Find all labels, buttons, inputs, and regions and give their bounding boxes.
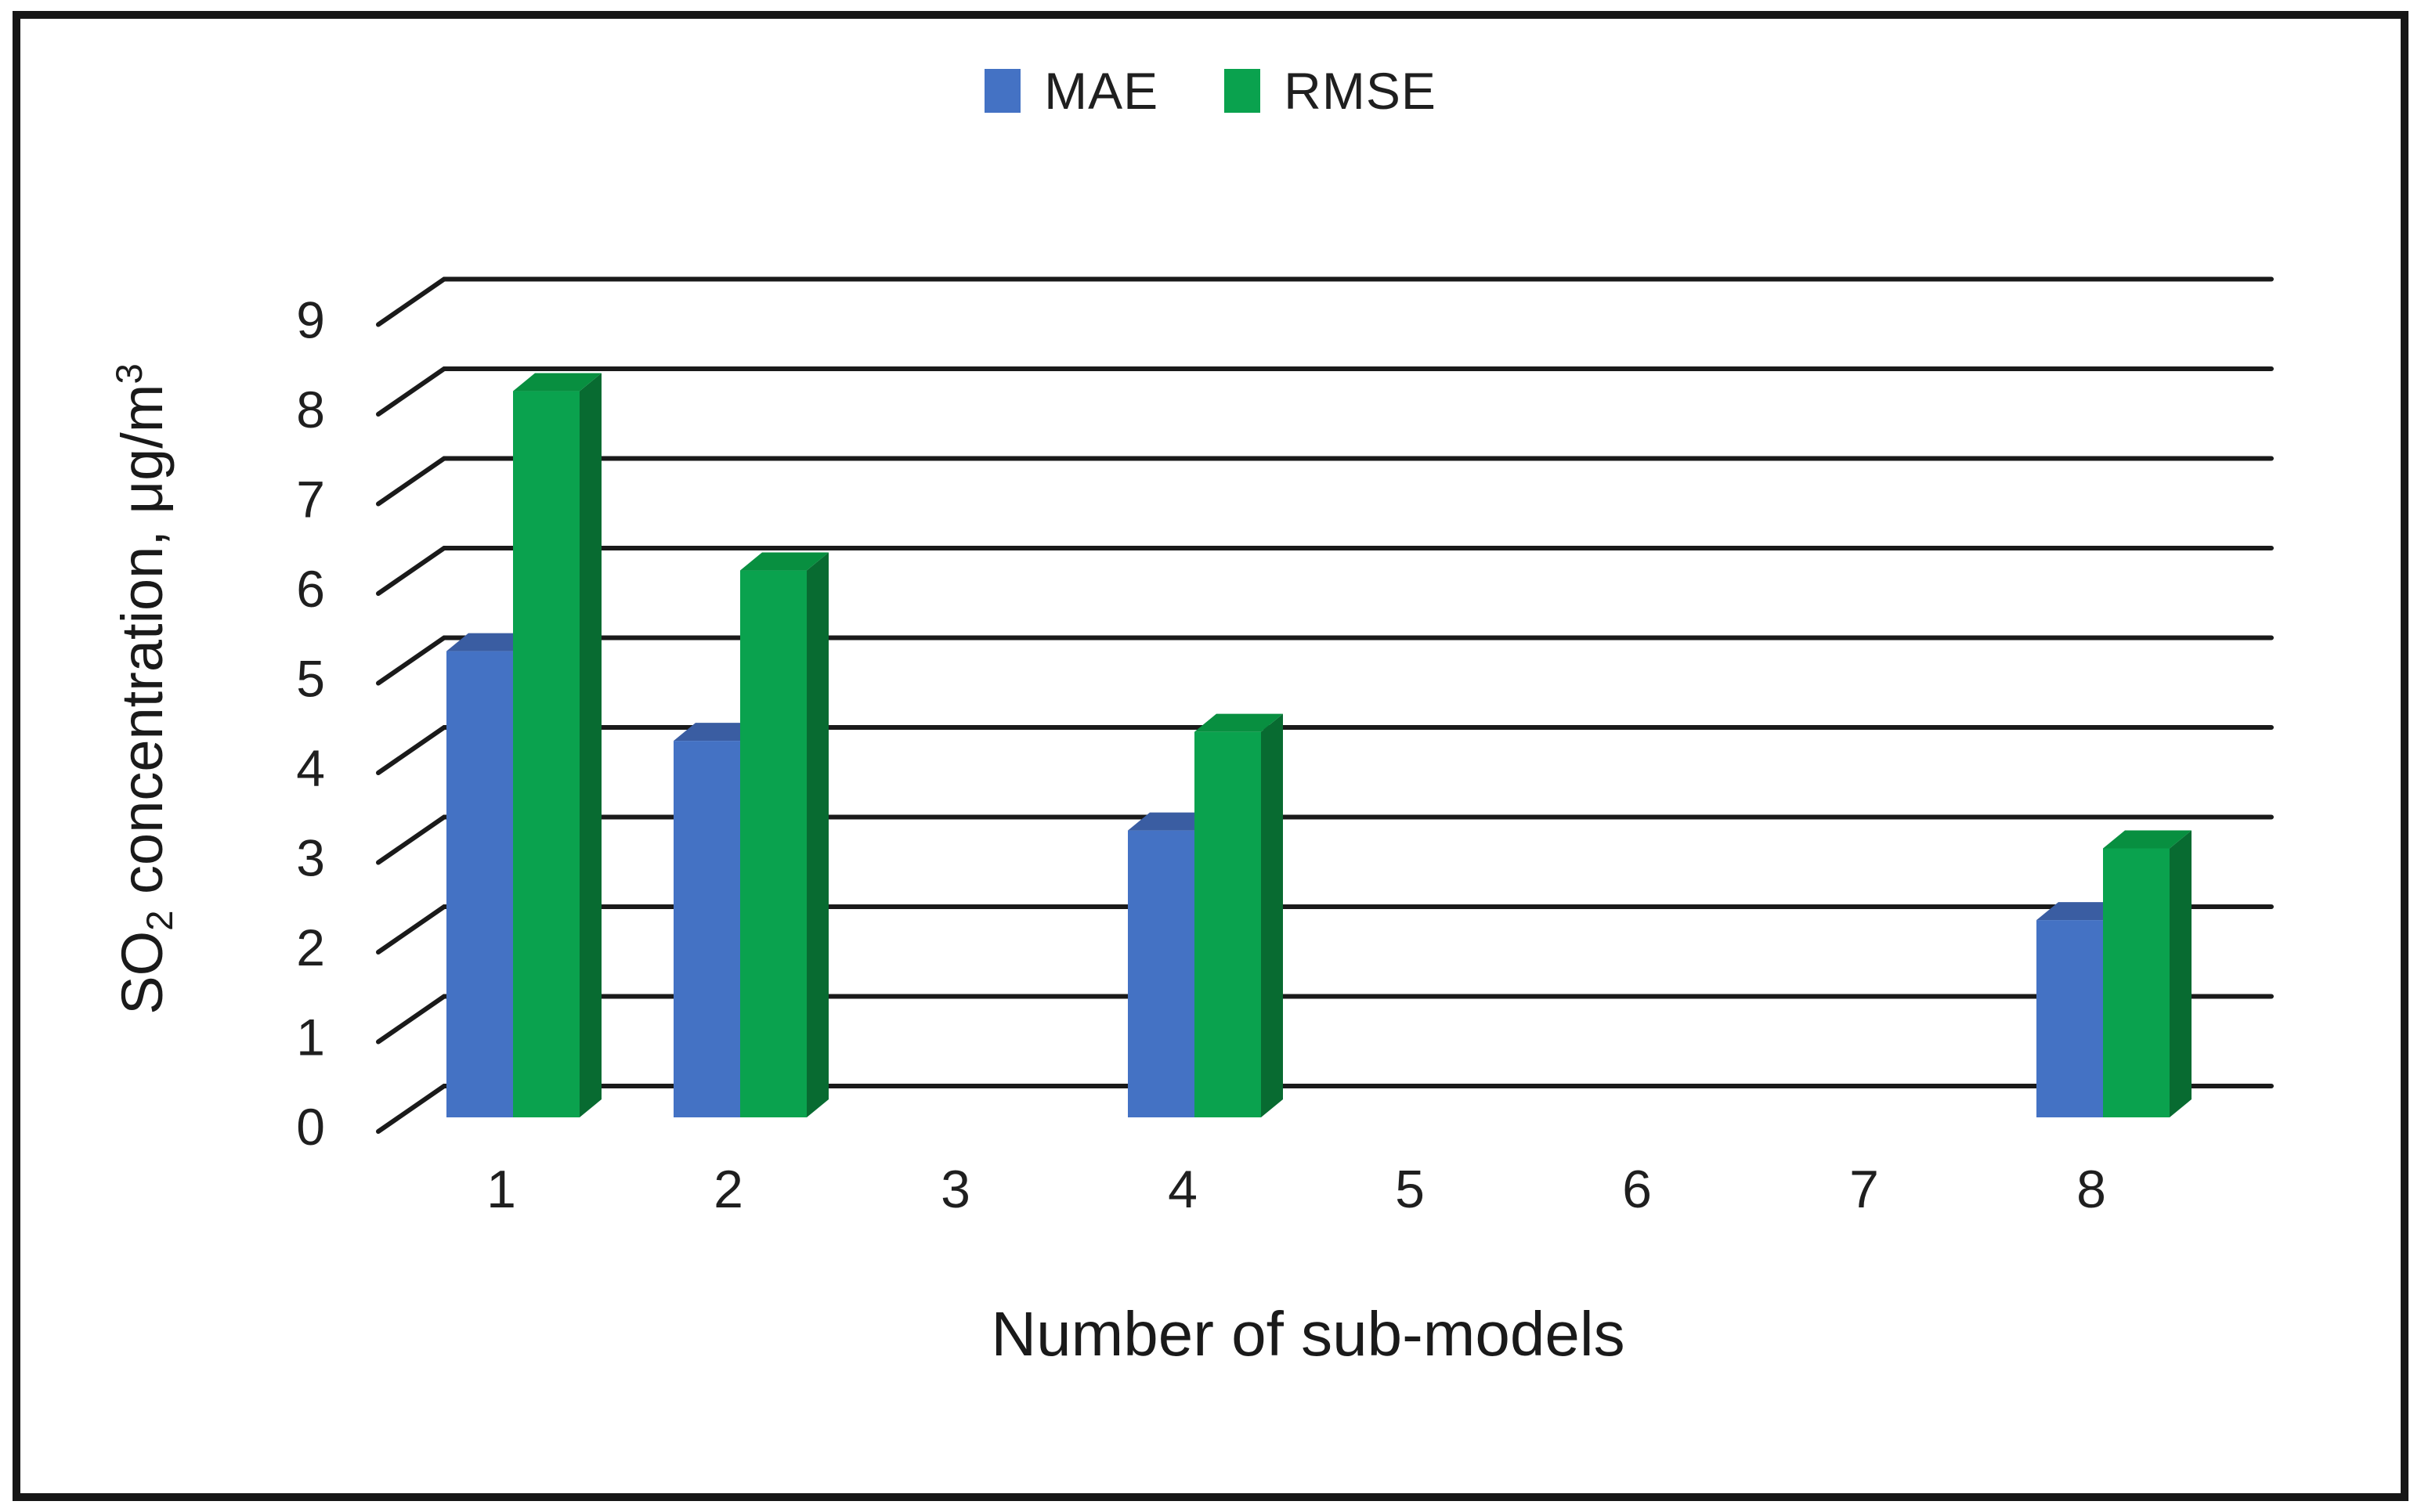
y-tick-label: 5 xyxy=(296,650,325,708)
y-tick-label: 8 xyxy=(296,381,325,438)
gridline xyxy=(376,456,2274,507)
x-tick-label: 3 xyxy=(941,1160,970,1219)
bar-mae xyxy=(446,651,513,1117)
x-tick-label: 5 xyxy=(1395,1160,1425,1219)
bar-top-mae xyxy=(1128,812,1216,831)
bar-top-mae xyxy=(446,633,535,651)
rmse-legend-swatch xyxy=(1224,69,1261,113)
bar-rmse xyxy=(1194,731,1261,1117)
mae-legend-swatch xyxy=(985,69,1021,113)
bar-top-rmse xyxy=(2103,830,2192,849)
x-tick-label: 7 xyxy=(1849,1160,1879,1219)
bar-mae xyxy=(2036,920,2103,1117)
y-tick-label: 3 xyxy=(296,829,325,887)
gridline xyxy=(376,546,2274,596)
y-title-subscript: 2 xyxy=(139,910,182,931)
y-tick-label: 7 xyxy=(296,471,325,529)
x-tick-label: 8 xyxy=(2076,1160,2106,1219)
bar-rmse xyxy=(513,391,580,1117)
y-tick-label: 2 xyxy=(296,918,325,976)
bar-side-rmse xyxy=(1261,713,1283,1117)
x-tick-label: 4 xyxy=(1168,1160,1198,1219)
y-axis-title: SO2 concentration, μg/m3 xyxy=(108,363,182,1015)
y-tick-label: 9 xyxy=(296,291,325,349)
mae-legend-label: MAE xyxy=(1044,62,1159,120)
bar-side-rmse xyxy=(580,373,602,1117)
gridline xyxy=(376,994,2274,1045)
legend-item-rmse: RMSE xyxy=(1224,61,1436,121)
y-title-units: concentration, μg/m xyxy=(109,384,175,911)
y-tick-label: 0 xyxy=(296,1098,325,1156)
bar-rmse xyxy=(740,570,807,1117)
x-tick-label: 1 xyxy=(486,1160,516,1219)
legend-item-mae: MAE xyxy=(985,61,1158,121)
y-title-main: SO xyxy=(109,930,175,1015)
rmse-legend-label: RMSE xyxy=(1284,62,1436,120)
bar-top-rmse xyxy=(740,552,829,571)
x-tick-label: 6 xyxy=(1622,1160,1652,1219)
bar-top-rmse xyxy=(1194,713,1283,732)
y-tick-label: 6 xyxy=(296,560,325,618)
y-tick-label: 1 xyxy=(296,1009,325,1066)
gridline xyxy=(376,635,2274,686)
gridline xyxy=(376,904,2274,954)
bar-top-rmse xyxy=(513,373,602,392)
gridline xyxy=(376,1084,2274,1134)
y-title-superscript: 3 xyxy=(108,363,150,384)
gridline xyxy=(376,366,2274,417)
bar-rmse xyxy=(2103,848,2170,1117)
gridline xyxy=(376,814,2274,865)
x-tick-label: 2 xyxy=(714,1160,743,1219)
bar-top-mae xyxy=(2036,902,2125,921)
gridline xyxy=(376,276,2274,327)
bar-mae xyxy=(674,741,740,1117)
bar-top-mae xyxy=(674,723,762,742)
bar-mae xyxy=(1128,830,1194,1117)
y-tick-label: 4 xyxy=(296,739,325,797)
bar-side-rmse xyxy=(807,552,829,1117)
legend: MAE RMSE xyxy=(0,61,2421,121)
x-axis-title: Number of sub-models xyxy=(991,1299,1625,1369)
bar-side-rmse xyxy=(2170,830,2192,1117)
gridline xyxy=(376,725,2274,775)
